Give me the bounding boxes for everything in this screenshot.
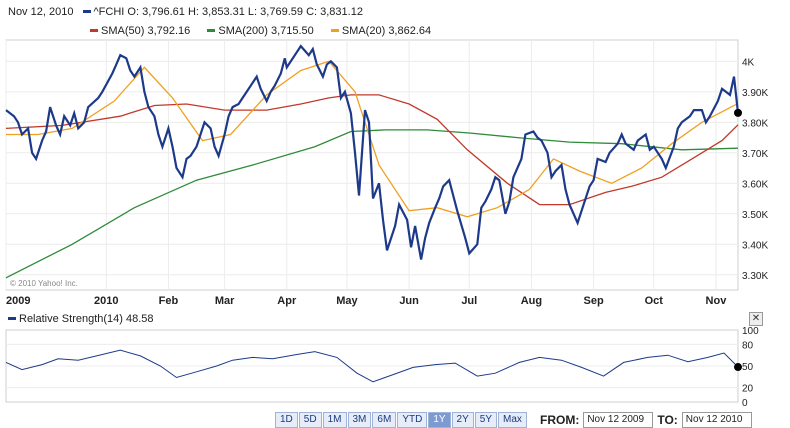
y-tick-label: 3.90K bbox=[742, 88, 768, 99]
sma200-value: 3,715.50 bbox=[270, 25, 314, 37]
rs-y-tick-label: 0 bbox=[742, 398, 748, 409]
last-price-marker bbox=[734, 108, 742, 117]
range-selector: 1D 5D 1M 3M 6M YTD 1Y 2Y 5Y Max bbox=[275, 412, 527, 428]
x-tick-label: Jul bbox=[461, 295, 477, 307]
close-value: 3,831.12 bbox=[320, 6, 363, 18]
y-tick-label: 3.40K bbox=[742, 240, 768, 251]
quote-symbol: ^FCHI bbox=[93, 6, 125, 18]
open-label: O: bbox=[127, 6, 140, 18]
y-tick-label: 3.70K bbox=[742, 149, 768, 160]
range-button-1y[interactable]: 1Y bbox=[428, 412, 451, 428]
quote-summary: Nov 12, 2010 ^FCHI O: 3,796.61 H: 3,853.… bbox=[8, 6, 363, 18]
x-tick-label: 2009 bbox=[6, 295, 30, 307]
range-button-5d[interactable]: 5D bbox=[298, 412, 322, 428]
from-label: FROM: bbox=[540, 413, 580, 427]
rs-y-tick-label: 50 bbox=[742, 362, 754, 373]
low-value: 3,769.59 bbox=[260, 6, 303, 18]
x-tick-label: Apr bbox=[277, 295, 297, 307]
rs-swatch bbox=[8, 316, 16, 320]
close-indicator-button[interactable]: ✕ bbox=[749, 312, 763, 326]
range-button-3m[interactable]: 3M bbox=[347, 412, 372, 428]
range-button-2y[interactable]: 2Y bbox=[451, 412, 474, 428]
x-tick-label: Jun bbox=[399, 295, 419, 307]
range-button-6m[interactable]: 6M bbox=[372, 412, 397, 428]
quote-date: Nov 12, 2010 bbox=[8, 6, 74, 18]
legend-sma200: SMA(200) 3,715.50 bbox=[207, 25, 314, 37]
sma20-label: SMA(20) bbox=[341, 25, 386, 37]
from-date-field[interactable]: Nov 12 2009 bbox=[583, 412, 654, 428]
series-sma-200- bbox=[5, 129, 739, 279]
to-date-field[interactable]: Nov 12 2010 bbox=[681, 412, 752, 428]
range-button-max[interactable]: Max bbox=[498, 412, 527, 428]
x-tick-label: Nov bbox=[706, 295, 728, 307]
x-tick-label: Feb bbox=[159, 295, 179, 307]
y-tick-label: 3.30K bbox=[742, 271, 768, 282]
range-button-ytd[interactable]: YTD bbox=[397, 412, 428, 428]
y-tick-label: 3.60K bbox=[742, 179, 768, 190]
rs-y-tick-label: 20 bbox=[742, 384, 754, 395]
to-label: TO: bbox=[657, 413, 678, 427]
x-tick-label: 2010 bbox=[94, 295, 118, 307]
rs-label-text: Relative Strength(14) bbox=[19, 313, 123, 325]
high-value: 3,853.31 bbox=[202, 6, 245, 18]
sma200-label: SMA(200) bbox=[218, 25, 268, 37]
rs-y-tick-label: 80 bbox=[742, 340, 754, 351]
legend-sma50: SMA(50) 3,792.16 bbox=[90, 25, 190, 37]
series--fchi bbox=[5, 44, 740, 260]
x-tick-label: Sep bbox=[584, 295, 604, 307]
sma50-label: SMA(50) bbox=[101, 25, 145, 37]
indicator-legend: SMA(50) 3,792.16 SMA(200) 3,715.50 SMA(2… bbox=[90, 25, 445, 37]
high-label: H: bbox=[187, 6, 199, 18]
rs-y-tick-label: 100 bbox=[742, 326, 759, 337]
range-button-1m[interactable]: 1M bbox=[322, 412, 347, 428]
range-button-1d[interactable]: 1D bbox=[275, 412, 298, 428]
y-tick-label: 4K bbox=[742, 57, 755, 68]
range-button-5y[interactable]: 5Y bbox=[474, 412, 498, 428]
rs-last-value: 48.58 bbox=[126, 313, 154, 325]
series-sma-20- bbox=[6, 60, 739, 218]
copyright-watermark: © 2010 Yahoo! Inc. bbox=[10, 279, 78, 288]
legend-sma20: SMA(20) 3,862.64 bbox=[330, 25, 432, 37]
sma200-swatch bbox=[207, 28, 216, 32]
price-swatch bbox=[82, 9, 91, 13]
sma20-value: 3,862.64 bbox=[388, 25, 432, 37]
sma20-swatch bbox=[330, 28, 339, 32]
low-label: L: bbox=[247, 6, 258, 18]
date-range: FROM: Nov 12 2009 TO: Nov 12 2010 bbox=[540, 412, 752, 428]
rs-last-marker bbox=[734, 363, 742, 372]
y-tick-label: 3.80K bbox=[742, 118, 768, 129]
x-tick-label: Mar bbox=[215, 295, 235, 307]
y-tick-label: 3.50K bbox=[742, 210, 768, 221]
series-relative-strength bbox=[5, 349, 739, 383]
sma50-value: 3,792.16 bbox=[147, 25, 191, 37]
x-tick-label: Aug bbox=[521, 295, 542, 307]
series-sma-50- bbox=[5, 94, 739, 206]
sma50-swatch bbox=[90, 28, 98, 32]
close-label: C: bbox=[306, 6, 318, 18]
x-tick-label: May bbox=[336, 295, 358, 307]
rs-legend: Relative Strength(14) 48.58 bbox=[8, 313, 154, 325]
x-tick-label: Oct bbox=[645, 295, 664, 307]
open-value: 3,796.61 bbox=[142, 6, 185, 18]
